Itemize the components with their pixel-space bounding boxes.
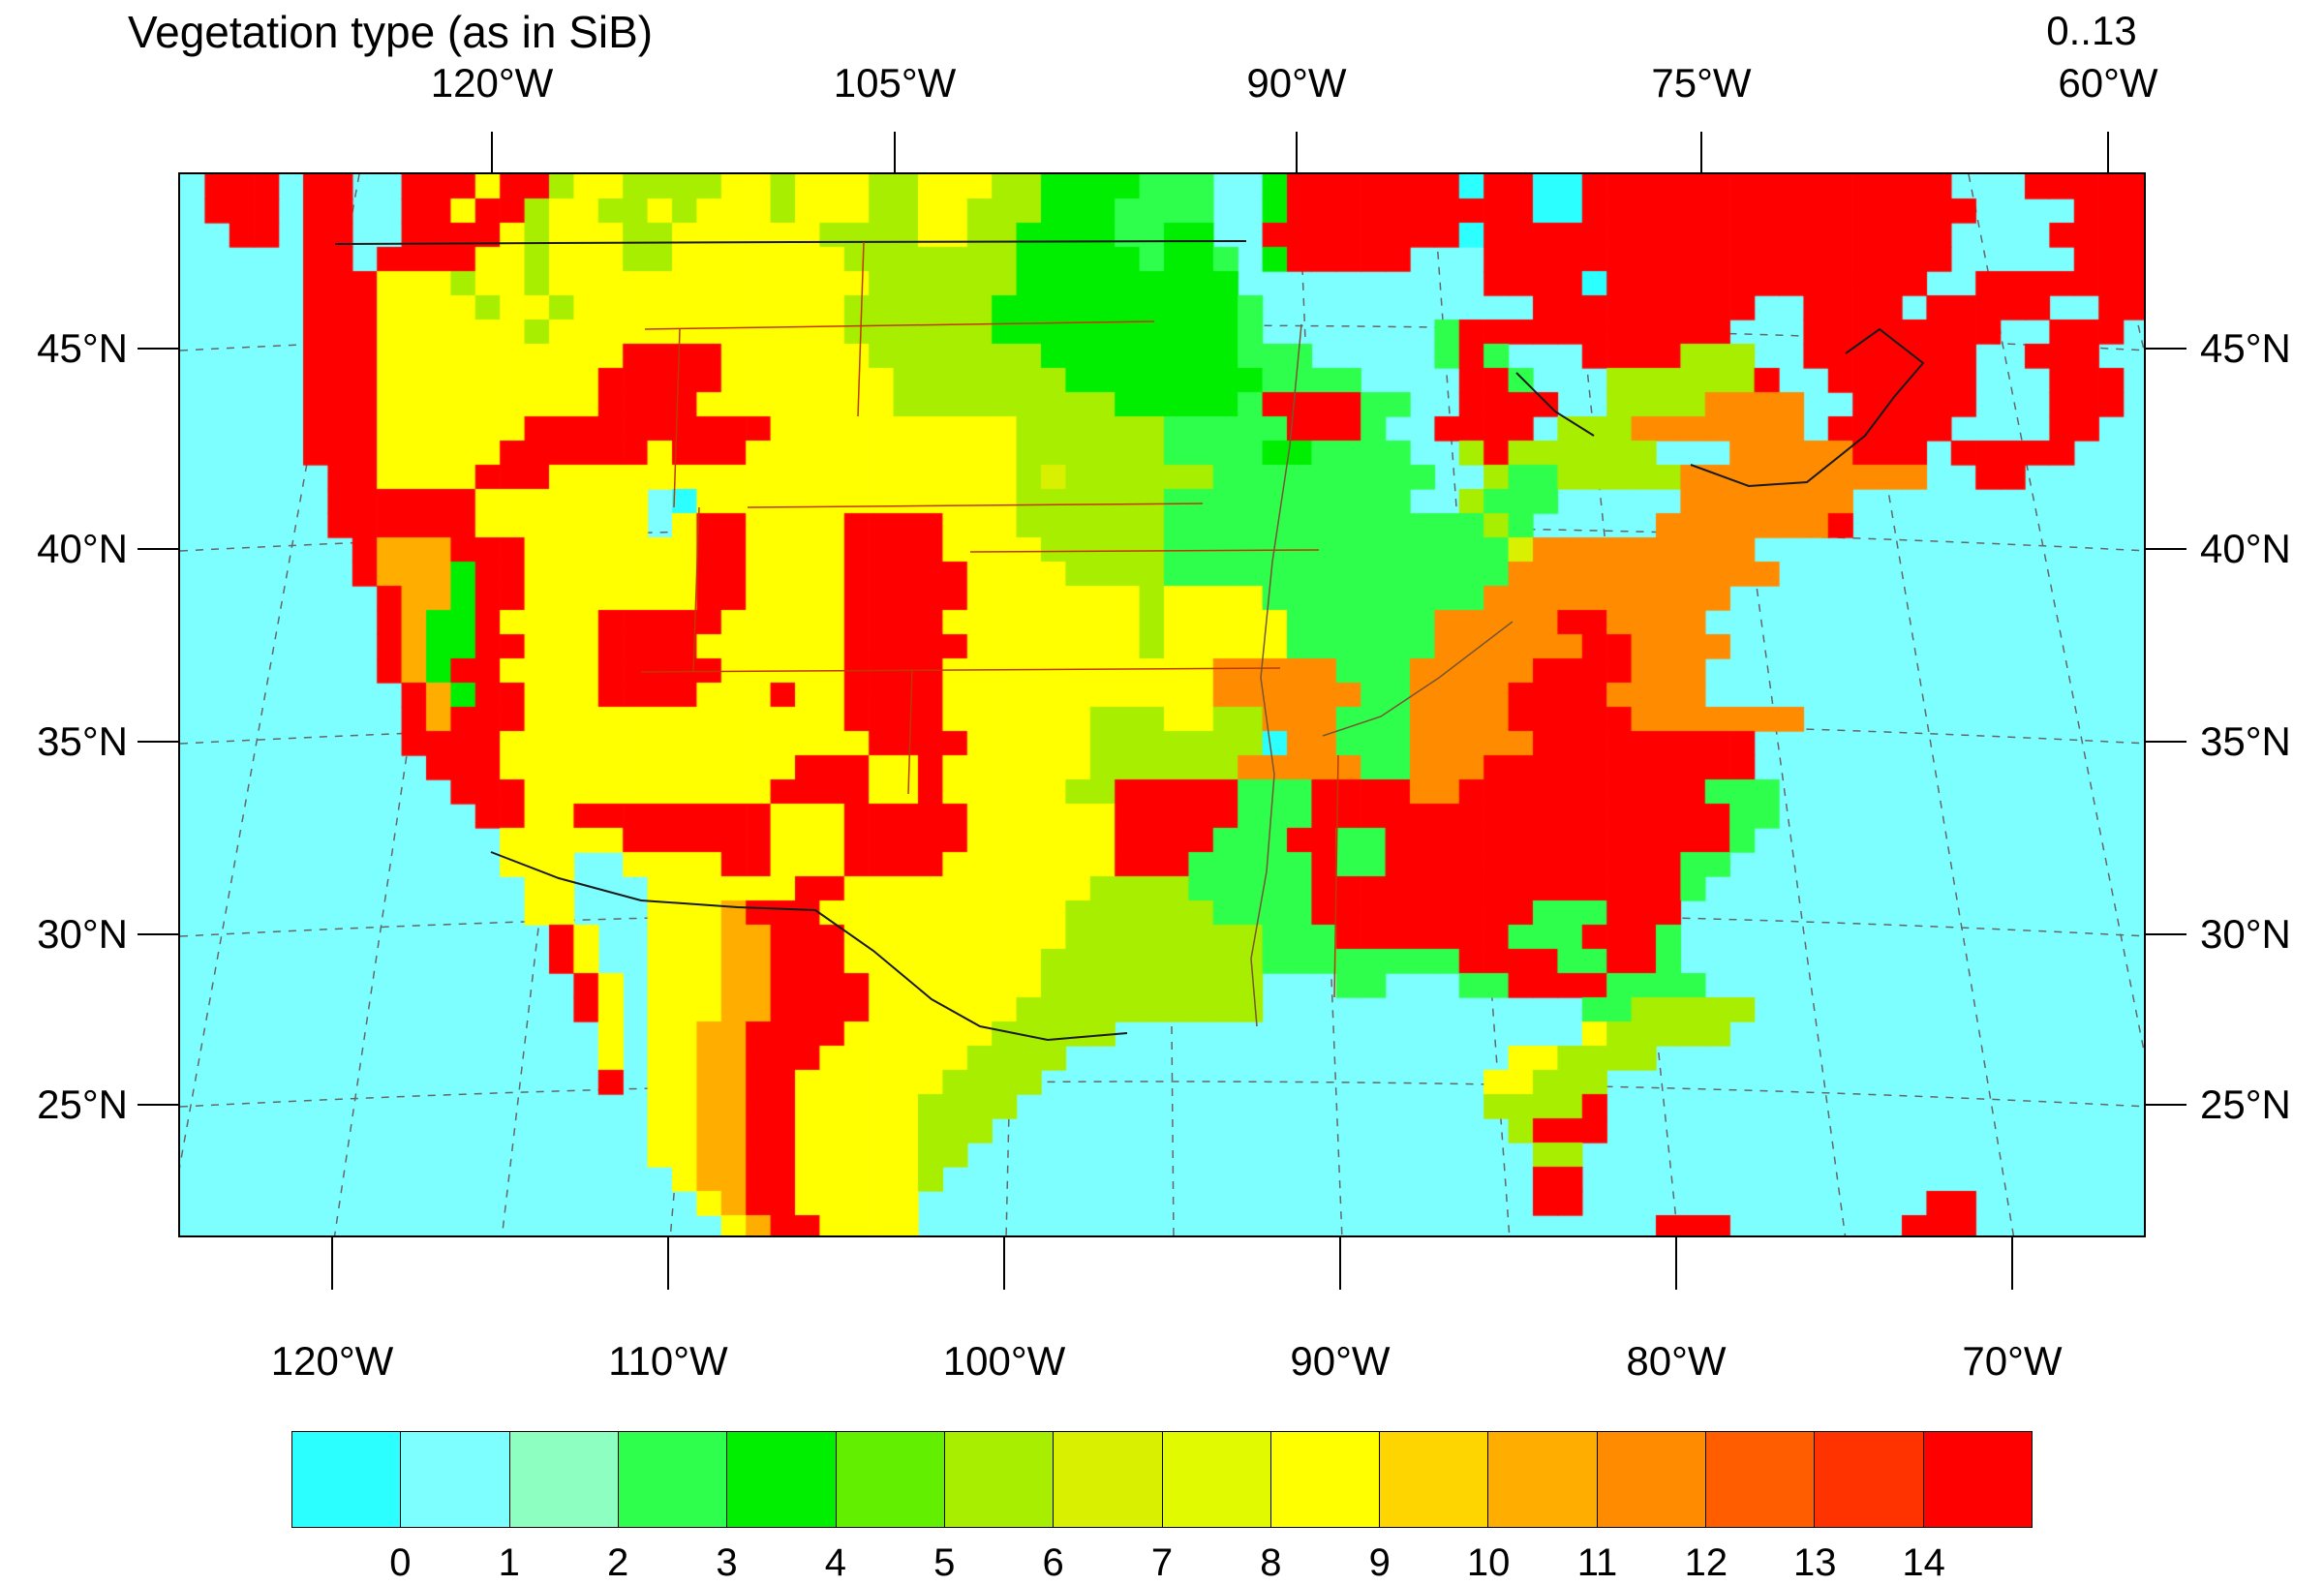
- top-axis-tick: [491, 132, 493, 172]
- bottom-axis-label: 100°W: [942, 1338, 1066, 1384]
- state-line-41n: [747, 503, 1204, 508]
- colorbar-cell-1: [400, 1431, 509, 1528]
- ohio-river: [1322, 621, 1514, 737]
- colorbar-tick-label: 10: [1466, 1541, 1511, 1584]
- top-axis-label: 105°W: [833, 60, 957, 106]
- colorbar-cell-8: [1161, 1431, 1270, 1528]
- colorbar-cell-5: [835, 1431, 944, 1528]
- right-axis-tick: [2146, 348, 2186, 350]
- bottom-axis-tick: [1003, 1237, 1005, 1290]
- bottom-axis-tick: [1339, 1237, 1341, 1290]
- state-line-tx-panhandle: [907, 669, 913, 795]
- page-title: Vegetation type (as in SiB): [128, 7, 654, 57]
- top-axis-label: 60°W: [2058, 60, 2158, 106]
- right-axis-label: 40°N: [2200, 526, 2291, 571]
- top-axis-tick: [894, 132, 896, 172]
- state-line-37n: [640, 667, 1281, 673]
- colorbar-cell-14: [1814, 1431, 1923, 1528]
- map-borders-layer: [334, 240, 1925, 1042]
- us-canada-border-east: [1515, 372, 1595, 437]
- colorbar-tick-label: 13: [1793, 1541, 1837, 1584]
- us-mexico-border: [490, 851, 1128, 1042]
- state-line-45n: [644, 320, 1155, 330]
- left-axis-label: 25°N: [37, 1082, 128, 1127]
- colorbar-tick-label: 1: [498, 1541, 520, 1584]
- right-axis-label: 45°N: [2200, 325, 2291, 371]
- top-axis-tick: [1296, 132, 1298, 172]
- bottom-axis-label: 80°W: [1626, 1338, 1727, 1384]
- mississippi-river: [1250, 323, 1302, 1027]
- left-axis-label: 30°N: [37, 911, 128, 957]
- right-axis-label: 30°N: [2200, 911, 2291, 957]
- left-axis-tick: [138, 933, 178, 935]
- colorbar-tick-label: 9: [1368, 1541, 1391, 1584]
- colorbar-tick-label: 14: [1902, 1541, 1945, 1584]
- state-line-nd-mt: [857, 241, 865, 417]
- left-axis-tick: [138, 1104, 178, 1106]
- colorbar-cell-10: [1379, 1431, 1488, 1528]
- colorbar-cell-7: [1053, 1431, 1162, 1528]
- colorbar: [291, 1431, 2033, 1528]
- right-axis-tick: [2146, 548, 2186, 550]
- colorbar-tick-label: 7: [1150, 1541, 1174, 1584]
- left-axis-tick: [138, 741, 178, 743]
- left-axis-tick: [138, 348, 178, 350]
- left-axis-label: 45°N: [37, 325, 128, 371]
- right-axis-tick: [2146, 741, 2186, 743]
- colorbar-tick-label: 11: [1576, 1541, 1618, 1584]
- state-line-40n: [969, 549, 1320, 553]
- colorbar-tick-label: 12: [1684, 1541, 1728, 1584]
- state-line-wy-west: [673, 328, 681, 508]
- colorbar-cell-0: [291, 1431, 401, 1528]
- colorbar-tick-label: 8: [1260, 1541, 1282, 1584]
- right-axis-tick: [2146, 933, 2186, 935]
- top-axis-label: 90°W: [1246, 60, 1347, 106]
- colorbar-tick-label: 0: [389, 1541, 412, 1584]
- colorbar-cell-3: [617, 1431, 727, 1528]
- colorbar-cell-4: [726, 1431, 836, 1528]
- colorbar-cell-15: [1922, 1431, 2033, 1528]
- colorbar-cell-13: [1705, 1431, 1815, 1528]
- vegetation-raster: [180, 174, 2144, 1235]
- colorbar-tick-label: 2: [607, 1541, 629, 1584]
- bottom-axis-tick: [667, 1237, 669, 1290]
- us-canada-border-west: [334, 240, 1247, 245]
- right-axis-tick: [2146, 1104, 2186, 1106]
- colorbar-tick-label: 5: [933, 1541, 956, 1584]
- bottom-axis-label: 90°W: [1290, 1338, 1391, 1384]
- state-line-co-ut: [692, 506, 700, 673]
- bottom-axis-label: 120°W: [270, 1338, 394, 1384]
- top-axis-label: 120°W: [430, 60, 554, 106]
- left-axis-label: 40°N: [37, 526, 128, 571]
- right-axis-label: 35°N: [2200, 718, 2291, 764]
- top-axis-label: 75°W: [1651, 60, 1752, 106]
- state-line-ms-al: [1333, 754, 1339, 998]
- left-axis-tick: [138, 548, 178, 550]
- left-axis-label: 35°N: [37, 718, 128, 764]
- colorbar-cell-6: [943, 1431, 1054, 1528]
- colorbar-range-note: 0..13: [2046, 8, 2137, 53]
- colorbar-tick-label: 3: [716, 1541, 738, 1584]
- colorbar-cell-2: [508, 1431, 618, 1528]
- top-axis-tick: [1700, 132, 1702, 172]
- bottom-axis-label: 70°W: [1962, 1338, 2063, 1384]
- right-axis-label: 25°N: [2200, 1082, 2291, 1127]
- colorbar-tick-label: 6: [1042, 1541, 1064, 1584]
- us-canada-border-stlawrence: [1690, 327, 1925, 488]
- colorbar-cell-12: [1596, 1431, 1706, 1528]
- bottom-axis-label: 110°W: [608, 1338, 728, 1384]
- colorbar-tick-label: 4: [824, 1541, 846, 1584]
- colorbar-cell-11: [1487, 1431, 1597, 1528]
- bottom-axis-tick: [331, 1237, 333, 1290]
- top-axis-tick: [2107, 132, 2109, 172]
- bottom-axis-tick: [1675, 1237, 1677, 1290]
- map-plot-area: [178, 172, 2146, 1237]
- colorbar-cell-9: [1269, 1431, 1380, 1528]
- bottom-axis-tick: [2011, 1237, 2013, 1290]
